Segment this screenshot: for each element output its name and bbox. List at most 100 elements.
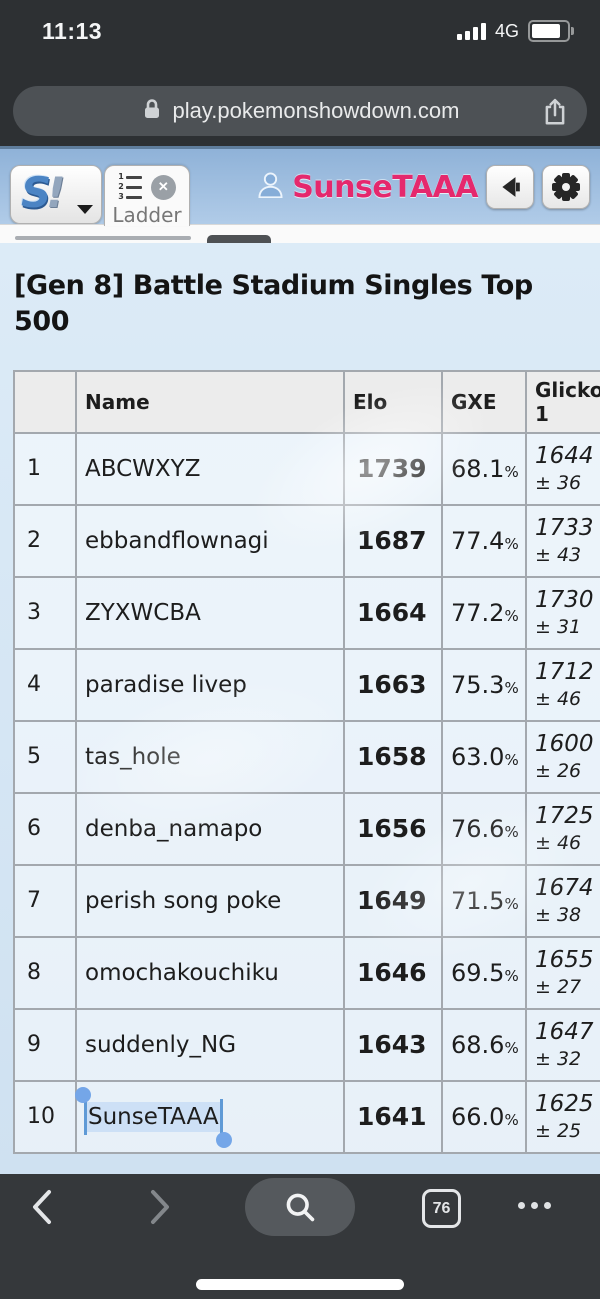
glicko-cell: 1733 ± 43 [525, 503, 600, 578]
chevron-down-icon [77, 205, 93, 214]
rank-cell: 10 [13, 1079, 77, 1154]
network-type-label: 4G [494, 20, 519, 41]
settings-button[interactable] [542, 165, 590, 209]
rank-cell: 2 [13, 503, 77, 578]
username-button[interactable]: SunseTAAA [292, 169, 478, 205]
gxe-cell: 75.3% [441, 647, 527, 722]
gxe-cell: 76.6% [441, 791, 527, 866]
player-name[interactable]: tas_hole [75, 719, 345, 794]
status-right-cluster: 4G [456, 20, 574, 42]
table-row: 6 denba_namapo 1656 76.6% 1725 ± 46 [13, 791, 600, 866]
gxe-cell: 69.5% [441, 935, 527, 1010]
showdown-logo: S! [21, 168, 66, 217]
ladder-page: [Gen 8] Battle Stadium Singles Top 500 N… [0, 243, 600, 1174]
glicko-cell: 1644 ± 36 [525, 431, 600, 506]
rank-cell: 8 [13, 935, 77, 1010]
table-row: 4 paradise livep 1663 75.3% 1712 ± 46 [13, 647, 600, 722]
gxe-cell: 68.6% [441, 1007, 527, 1082]
elo-cell: 1687 [343, 503, 443, 578]
close-tab-icon[interactable]: ✕ [150, 174, 176, 200]
player-name[interactable]: ZYXWCBA [75, 575, 345, 650]
table-row: 8 omochakouchiku 1646 69.5% 1655 ± 27 [13, 935, 600, 1010]
table-header-row: Name Elo GXE Glicko-1 [13, 369, 600, 434]
lock-icon [141, 98, 163, 125]
rank-cell: 4 [13, 647, 77, 722]
col-name: Name [75, 369, 345, 434]
tab-ladder[interactable]: 1 2 3 ✕ Ladder [104, 165, 190, 227]
share-button[interactable] [537, 94, 573, 130]
player-name-selected[interactable]: SunseTAAA [75, 1079, 345, 1154]
table-row: 2 ebbandflownagi 1687 77.4% 1733 ± 43 [13, 503, 600, 578]
player-name[interactable]: perish song poke [75, 863, 345, 938]
player-name[interactable]: paradise livep [75, 647, 345, 722]
glicko-cell: 1600 ± 26 [525, 719, 600, 794]
col-rank [13, 369, 77, 434]
rank-cell: 6 [13, 791, 77, 866]
selection-handle-start[interactable] [75, 1086, 91, 1103]
glicko-cell: 1655 ± 27 [525, 935, 600, 1010]
elo-cell: 1739 [343, 431, 443, 506]
elo-cell: 1643 [343, 1007, 443, 1082]
page-title: [Gen 8] Battle Stadium Singles Top 500 [14, 270, 533, 337]
player-name[interactable]: omochakouchiku [75, 935, 345, 1010]
player-name[interactable]: ABCWXYZ [75, 431, 345, 506]
url-text: play.pokemonshowdown.com [172, 98, 460, 123]
ladder-table: Name Elo GXE Glicko-1 1 ABCWXYZ 1739 68.… [13, 369, 600, 1154]
tab-count: 76 [432, 1199, 451, 1217]
rank-cell: 5 [13, 719, 77, 794]
rank-cell: 7 [13, 863, 77, 938]
glicko-cell: 1625 ± 25 [525, 1079, 600, 1154]
status-time: 11:13 [42, 18, 103, 44]
numbered-list-icon: 1 2 3 [118, 173, 142, 201]
home-menu-button[interactable]: S! [10, 165, 102, 224]
table-row: 9 suddenly_NG 1643 68.6% 1647 ± 32 [13, 1007, 600, 1082]
forward-button[interactable] [148, 1189, 172, 1230]
scrolled-element-edge [15, 236, 191, 240]
elo-cell: 1641 [343, 1079, 443, 1154]
elo-cell: 1649 [343, 863, 443, 938]
table-row: 10 SunseTAAA 1641 66.0% 1625 ± 25 [13, 1079, 600, 1154]
search-button[interactable] [245, 1178, 355, 1236]
user-icon [257, 171, 284, 203]
gxe-cell: 77.2% [441, 575, 527, 650]
address-bar[interactable]: play.pokemonshowdown.com [13, 86, 587, 136]
rank-cell: 9 [13, 1007, 77, 1082]
signal-strength-icon [456, 22, 486, 40]
player-name[interactable]: suddenly_NG [75, 1007, 345, 1082]
tab-switcher-button[interactable]: 76 [422, 1189, 461, 1228]
tab-label: Ladder [112, 203, 182, 227]
elo-cell: 1646 [343, 935, 443, 1010]
elo-cell: 1656 [343, 791, 443, 866]
player-name[interactable]: denba_namapo [75, 791, 345, 866]
elo-cell: 1663 [343, 647, 443, 722]
selected-text: SunseTAAA [88, 1103, 219, 1130]
glicko-cell: 1712 ± 46 [525, 647, 600, 722]
user-cluster: SunseTAAA [257, 165, 590, 209]
glicko-cell: 1647 ± 32 [525, 1007, 600, 1082]
selection-handle-end[interactable] [215, 1131, 232, 1148]
elo-cell: 1664 [343, 575, 443, 650]
col-gxe: GXE [441, 369, 527, 434]
table-row: 3 ZYXWCBA 1664 77.2% 1730 ± 31 [13, 575, 600, 650]
rank-cell: 3 [13, 575, 77, 650]
menu-button[interactable] [518, 1202, 551, 1209]
home-indicator[interactable] [196, 1279, 404, 1290]
gear-icon [552, 173, 580, 201]
selection-caret-right [219, 1098, 223, 1135]
glicko-cell: 1725 ± 46 [525, 791, 600, 866]
status-bar: 11:13 4G [0, 8, 600, 56]
back-button[interactable] [30, 1189, 54, 1230]
battery-icon [528, 20, 574, 42]
selection-caret-left [84, 1098, 87, 1135]
gxe-cell: 66.0% [441, 1079, 527, 1154]
scrolled-element-edge-dark [207, 235, 271, 243]
player-name[interactable]: ebbandflownagi [75, 503, 345, 578]
speaker-icon [502, 177, 520, 197]
sound-button[interactable] [486, 165, 534, 209]
tabbar-bottom-strip [0, 224, 600, 243]
glicko-cell: 1674 ± 38 [525, 863, 600, 938]
ps-header: S! 1 2 3 ✕ Ladder SunseTAAA [0, 146, 600, 243]
elo-cell: 1658 [343, 719, 443, 794]
browser-bottom-toolbar: 76 [0, 1174, 600, 1299]
